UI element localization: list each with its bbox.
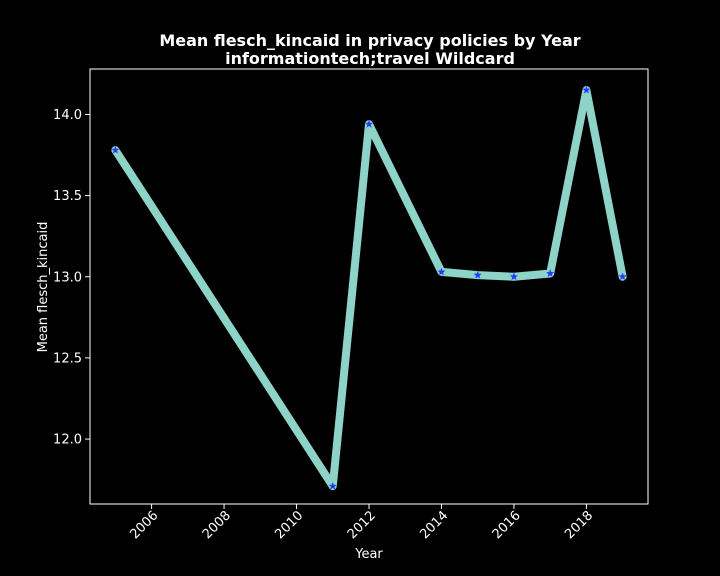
x-axis: 2006 2008 2010 2012 2014 2016 2018 bbox=[127, 504, 596, 542]
data-point-star bbox=[437, 267, 446, 276]
data-point-star bbox=[111, 145, 120, 154]
y-tick-label: 12.0 bbox=[53, 433, 82, 448]
x-tick-label: 2018 bbox=[562, 508, 596, 542]
x-tick-label: 2010 bbox=[272, 508, 306, 542]
data-point-star bbox=[546, 269, 555, 277]
data-point-star bbox=[582, 85, 591, 94]
y-tick-label: 13.0 bbox=[53, 270, 82, 285]
x-tick-label: 2014 bbox=[417, 508, 451, 542]
y-axis-label: Mean flesch_kincaid bbox=[36, 222, 51, 353]
x-tick-label: 2016 bbox=[490, 508, 524, 542]
data-point-star bbox=[328, 481, 337, 490]
data-point-star bbox=[618, 272, 627, 281]
data-point-star bbox=[473, 270, 482, 279]
series-markers bbox=[111, 85, 627, 490]
x-tick-label: 2008 bbox=[200, 508, 234, 542]
x-tick-label: 2006 bbox=[127, 508, 161, 542]
data-point-star bbox=[509, 272, 518, 281]
x-tick-label: 2012 bbox=[345, 508, 379, 542]
y-tick-label: 13.5 bbox=[53, 189, 82, 204]
y-axis: 12.0 12.5 13.0 13.5 14.0 bbox=[53, 108, 90, 448]
y-tick-label: 14.0 bbox=[53, 108, 82, 123]
series-line bbox=[111, 86, 627, 491]
x-axis-label: Year bbox=[354, 547, 383, 562]
data-point-star bbox=[365, 119, 373, 128]
chart-title: Mean flesch_kincaid in privacy policies … bbox=[159, 31, 580, 50]
y-tick-label: 12.5 bbox=[53, 351, 82, 366]
chart-subtitle: informationtech;travel Wildcard bbox=[225, 49, 515, 68]
